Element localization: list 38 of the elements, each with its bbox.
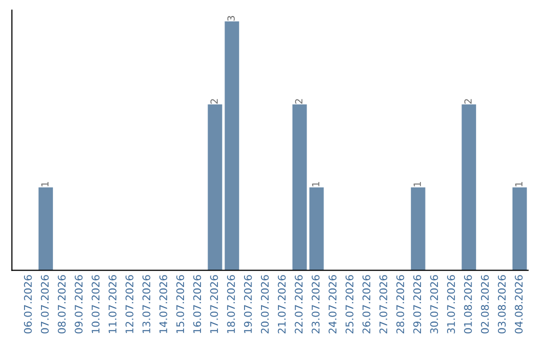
x-tick-label: 16.07.2026	[193, 275, 202, 333]
x-tick-label: 09.07.2026	[74, 275, 83, 334]
x-tick-label: 10.07.2026	[92, 275, 100, 333]
data-label: 3	[227, 16, 235, 21]
x-tick-label: 15.07.2026	[176, 275, 184, 333]
x-tick-label: 28.07.2026	[396, 275, 404, 334]
data-label: 1	[41, 182, 48, 186]
x-tick-label: 26.07.2026	[362, 275, 370, 334]
x-tick-label: 27.07.2026	[379, 275, 388, 334]
x-tick-label: 06.07.2026	[24, 275, 32, 334]
data-label: 2	[295, 99, 302, 104]
x-tick-label: 20.07.2026	[260, 275, 269, 334]
data-label: 1	[312, 182, 320, 186]
x-tick-label: 07.07.2026	[40, 275, 49, 334]
x-tick-label: 24.07.2026	[328, 275, 336, 334]
x-tick-label: 13.07.2026	[142, 275, 150, 333]
x-tick-label: 29.07.2026	[413, 275, 422, 334]
x-tick-label: 30.07.2026	[430, 275, 438, 334]
data-label: 2	[464, 99, 472, 104]
x-tick-label: 04.08.2026	[514, 275, 523, 334]
data-label: 2	[210, 99, 218, 104]
data-label: 1	[515, 182, 522, 186]
x-tick-label: 18.07.2026	[227, 275, 235, 333]
x-tick-label: 12.07.2026	[126, 275, 134, 333]
x-tick-label: 03.08.2026	[498, 275, 506, 334]
x-tick-label: 22.07.2026	[294, 275, 303, 334]
x-tick-label: 01.08.2026	[464, 275, 472, 334]
x-tick-label: 23.07.2026	[312, 275, 320, 334]
x-tick-label: 19.07.2026	[244, 275, 252, 333]
x-tick-label: 14.07.2026	[159, 275, 168, 333]
data-label: 1	[414, 182, 421, 186]
x-tick-label: 11.07.2026	[108, 275, 116, 333]
x-tick-label: 02.08.2026	[480, 275, 489, 334]
x-tick-label: 25.07.2026	[346, 275, 354, 334]
x-tick-label: 08.07.2026	[58, 275, 66, 334]
x-tick-label: 17.07.2026	[210, 275, 218, 333]
x-tick-label: 21.07.2026	[278, 275, 286, 334]
x-tick-label: 31.07.2026	[447, 275, 455, 334]
